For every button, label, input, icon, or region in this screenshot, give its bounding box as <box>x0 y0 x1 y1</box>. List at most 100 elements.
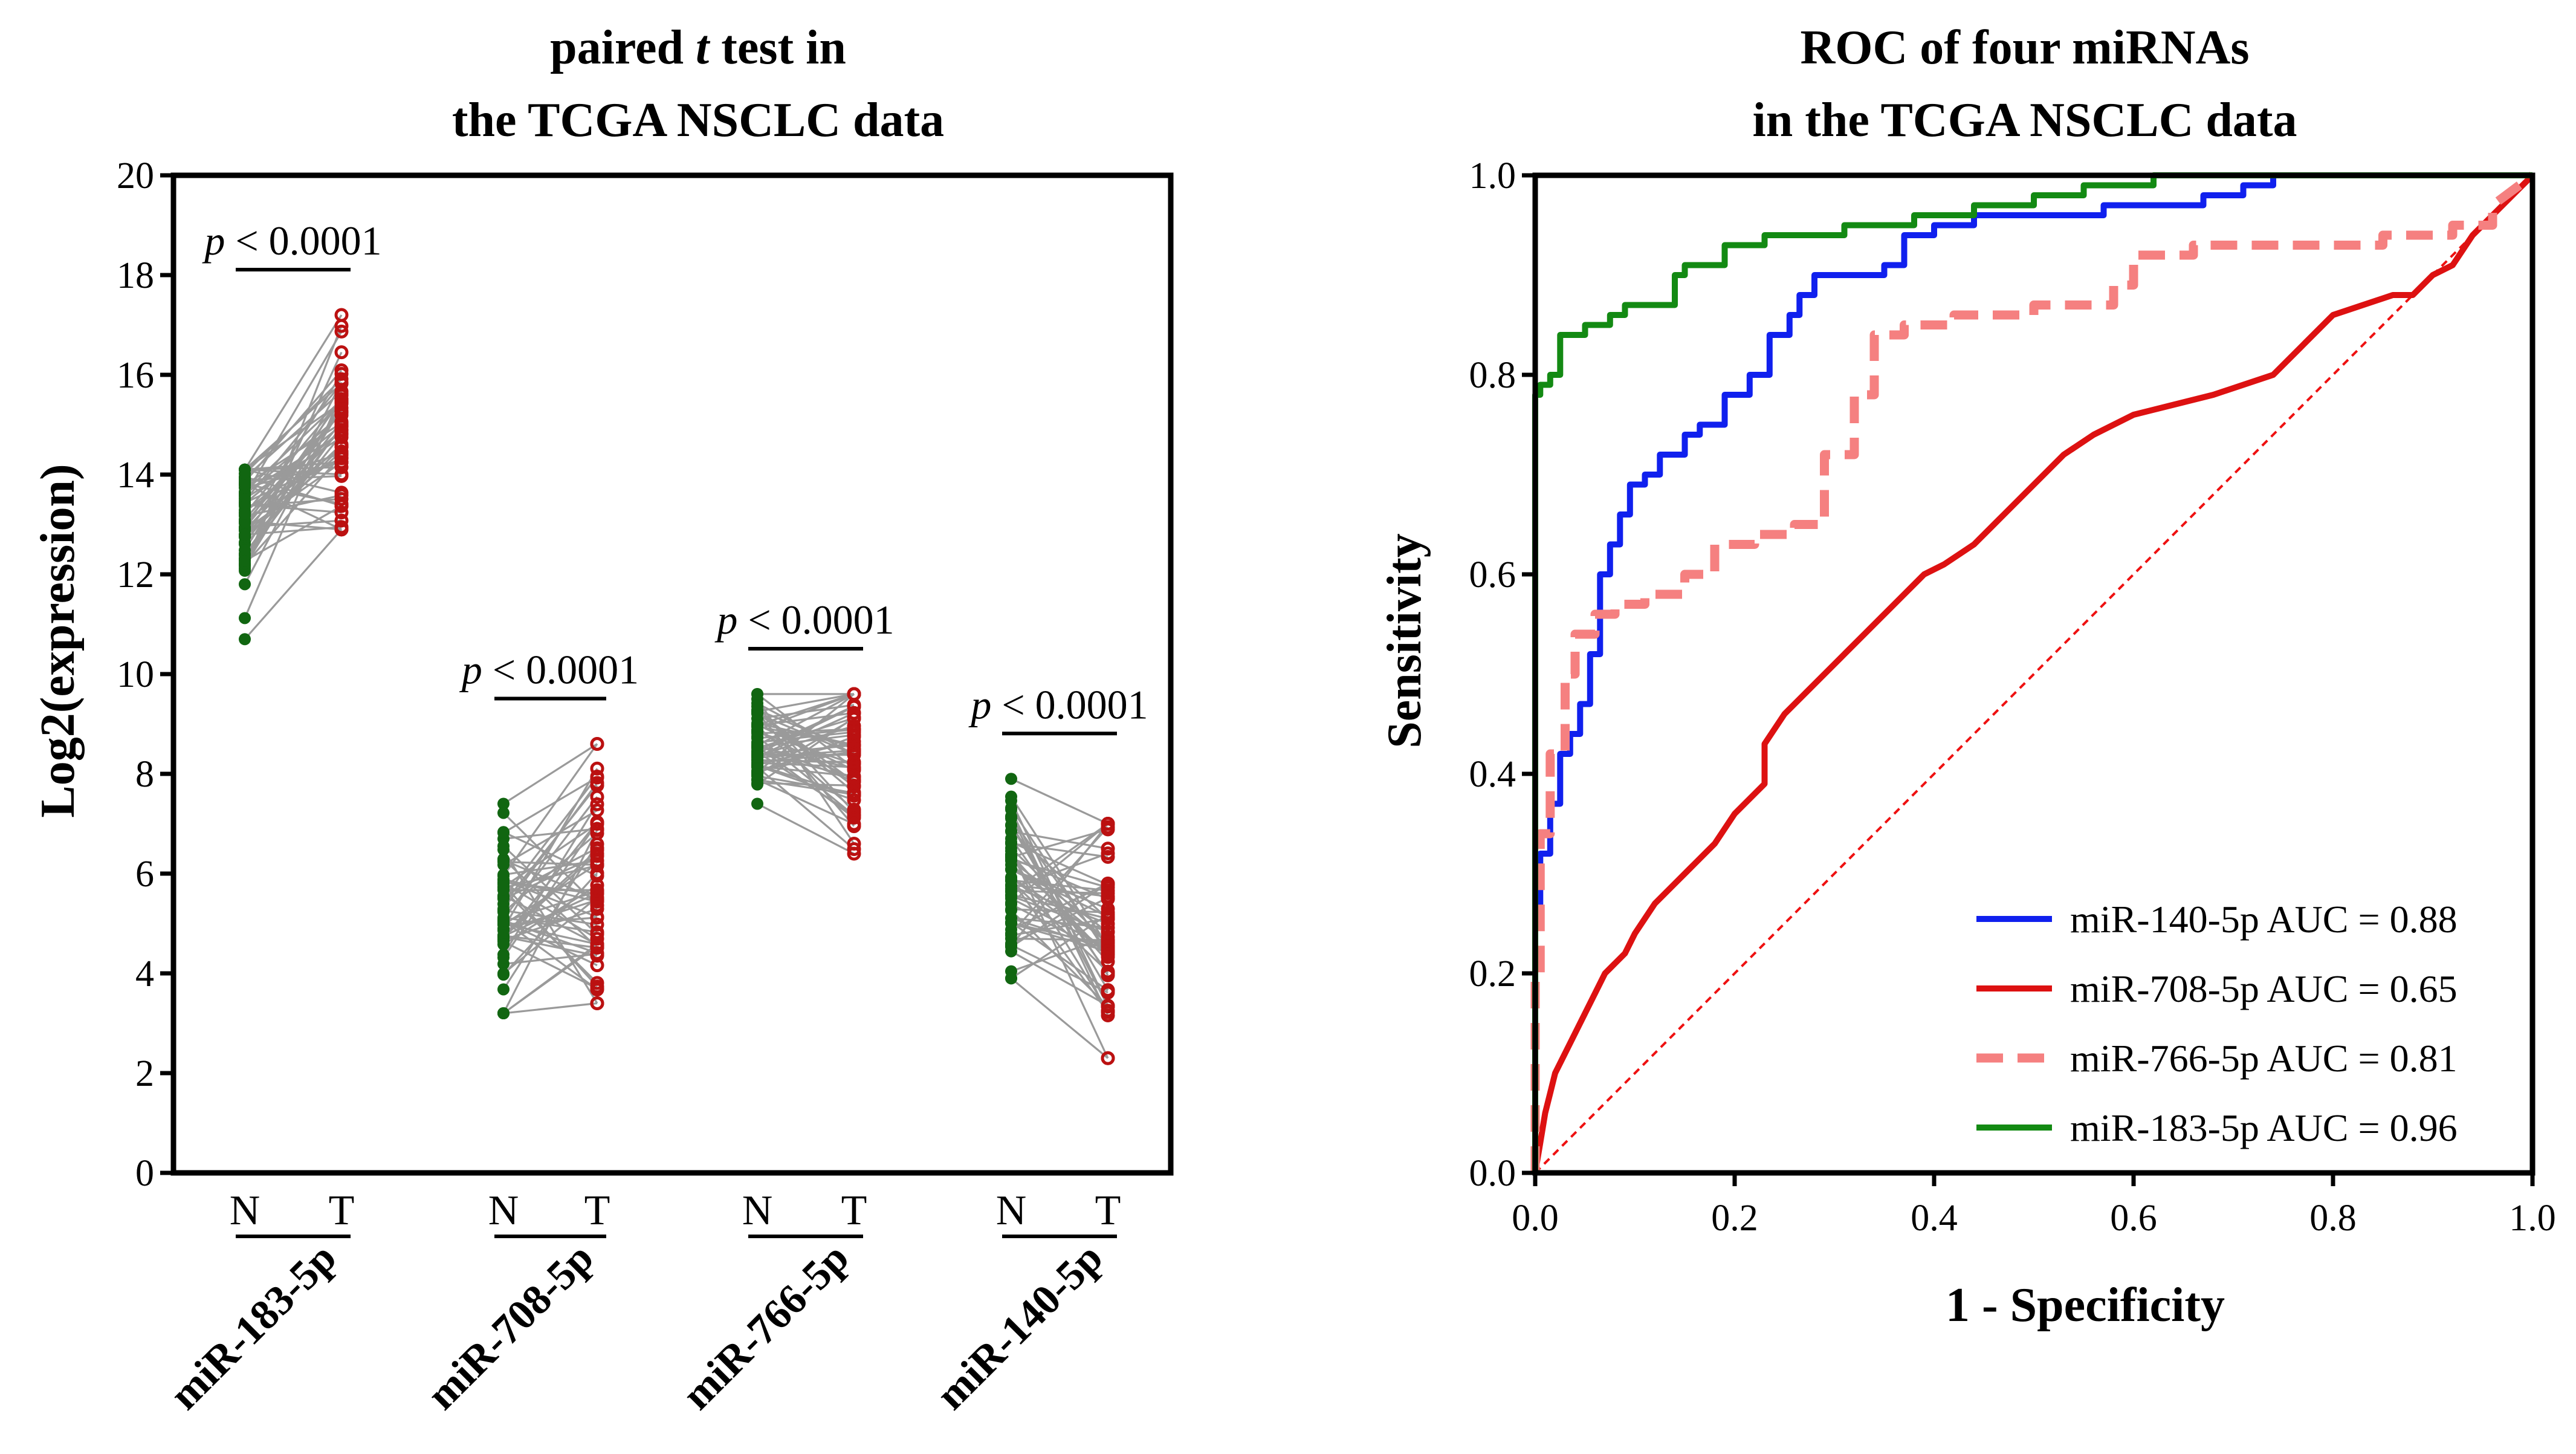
paired-line <box>1010 824 1109 976</box>
tumor-dot <box>334 419 349 433</box>
tumor-dot <box>847 802 861 817</box>
normal-dot <box>1005 939 1017 952</box>
paired-line <box>244 475 342 481</box>
normal-dot <box>751 797 763 810</box>
normal-dot <box>751 742 763 755</box>
roc-ticks: 0.0 0.2 0.4 0.6 0.8 1.0 0.0 0.2 0.4 0.6 0.8 1.0 <box>1469 155 2556 1239</box>
paired-line <box>502 829 598 1014</box>
normal-dot <box>497 807 510 819</box>
paired-line <box>502 832 598 913</box>
right-y-axis-label: Sensitivity <box>1378 533 1431 748</box>
tumor-dot <box>1101 1004 1115 1018</box>
p-value-p: p <box>459 647 482 693</box>
paired-test-panel: paired t test in the TCGA NSCLC data Log… <box>31 21 1174 1419</box>
legend-label: miR-766-5p AUC = 0.81 <box>2070 1037 2458 1080</box>
paired-line <box>502 782 598 910</box>
right-x-axis-label: 1 - Specificity <box>1946 1279 2225 1332</box>
paired-line <box>503 831 598 877</box>
normal-dot <box>239 508 251 521</box>
tumor-dot <box>590 869 604 883</box>
left-y-axis-label: Log2(expression) <box>31 464 85 817</box>
tumor-dot <box>1101 822 1115 837</box>
tumor-dot <box>847 742 861 756</box>
normal-dot <box>751 704 763 716</box>
left-y-tick-label: 8 <box>135 754 154 795</box>
roc-x-tick-label: 0.2 <box>1711 1198 1758 1239</box>
normal-dot <box>239 544 251 557</box>
paired-line <box>757 725 855 757</box>
roc-y-tick-label: 0.4 <box>1469 754 1516 795</box>
paired-line <box>503 776 598 834</box>
right-title-line2: in the TCGA NSCLC data <box>1753 94 2297 147</box>
tumor-dot <box>590 854 604 868</box>
paired-line <box>244 314 343 470</box>
right-plot-frame <box>1532 172 2536 1176</box>
normal-dot <box>239 528 251 541</box>
paired-line <box>503 881 598 895</box>
p-value-label: p < 0.0001 <box>459 647 639 693</box>
paired-line <box>1010 978 1109 1059</box>
normal-label: N <box>230 1187 261 1234</box>
tumor-dot <box>334 505 349 520</box>
legend-label: miR-708-5p AUC = 0.65 <box>2070 967 2458 1010</box>
paired-line <box>502 872 598 976</box>
normal-label: N <box>488 1187 519 1234</box>
paired-line <box>503 879 598 918</box>
tumor-dot <box>334 455 349 470</box>
tumor-dot <box>590 737 604 751</box>
p-value-p: p <box>968 681 991 727</box>
tumor-dot <box>590 878 604 892</box>
tumor-dot <box>590 776 604 790</box>
left-y-tick-label: 16 <box>117 355 154 396</box>
tumor-dot <box>334 437 349 452</box>
paired-line <box>757 749 855 759</box>
paired-line <box>503 884 598 946</box>
left-y-tick-label: 10 <box>117 654 154 695</box>
normal-dot <box>1005 917 1017 930</box>
normal-dot <box>497 906 510 918</box>
paired-line <box>757 693 855 713</box>
normal-dot <box>497 843 510 856</box>
paired-line <box>1011 921 1108 992</box>
roc-x-tick-label: 0.8 <box>2309 1198 2357 1239</box>
tumor-dot <box>1101 999 1115 1013</box>
tumor-dot <box>1101 1051 1115 1065</box>
paired-line <box>757 803 855 855</box>
paired-line <box>1011 868 1108 910</box>
p-value-p: p <box>714 597 737 643</box>
paired-line <box>244 373 343 530</box>
right-title-line1: ROC of four miRNAs <box>1801 21 2250 74</box>
paired-line <box>757 709 855 750</box>
paired-line <box>1011 860 1108 933</box>
p-value-label: p < 0.0001 <box>202 218 381 264</box>
tumor-dot <box>1101 817 1115 831</box>
paired-line <box>244 482 342 505</box>
paired-line <box>244 505 342 562</box>
tumor-dot <box>847 808 861 822</box>
paired-line <box>1010 816 1109 1007</box>
paired-line <box>503 828 598 840</box>
tumor-dot <box>334 372 349 386</box>
paired-line <box>244 443 343 536</box>
tumor-dot <box>334 520 349 534</box>
tumor-dot <box>590 797 604 811</box>
paired-line <box>1010 800 1109 1007</box>
paired-line <box>1011 950 1108 1007</box>
paired-line <box>502 743 598 877</box>
left-y-ticks: 0 2 4 6 8 10 12 14 16 18 20 <box>117 155 173 1194</box>
normal-dot <box>239 554 251 567</box>
paired-line <box>1011 858 1108 889</box>
tumor-dot <box>1101 842 1115 856</box>
normal-dot <box>1005 794 1017 807</box>
roc-y-tick-label: 0.0 <box>1469 1153 1516 1194</box>
paired-line <box>757 779 855 796</box>
tumor-dot <box>590 886 604 901</box>
left-y-tick-label: 4 <box>135 953 154 995</box>
roc-x-tick-label: 0.0 <box>1512 1198 1559 1239</box>
normal-dot <box>751 688 763 700</box>
paired-line <box>503 923 598 946</box>
paired-lines <box>244 314 1109 1059</box>
tumor-dot <box>847 761 861 776</box>
left-y-tick-label: 12 <box>117 554 154 596</box>
tumor-dot <box>334 388 349 403</box>
